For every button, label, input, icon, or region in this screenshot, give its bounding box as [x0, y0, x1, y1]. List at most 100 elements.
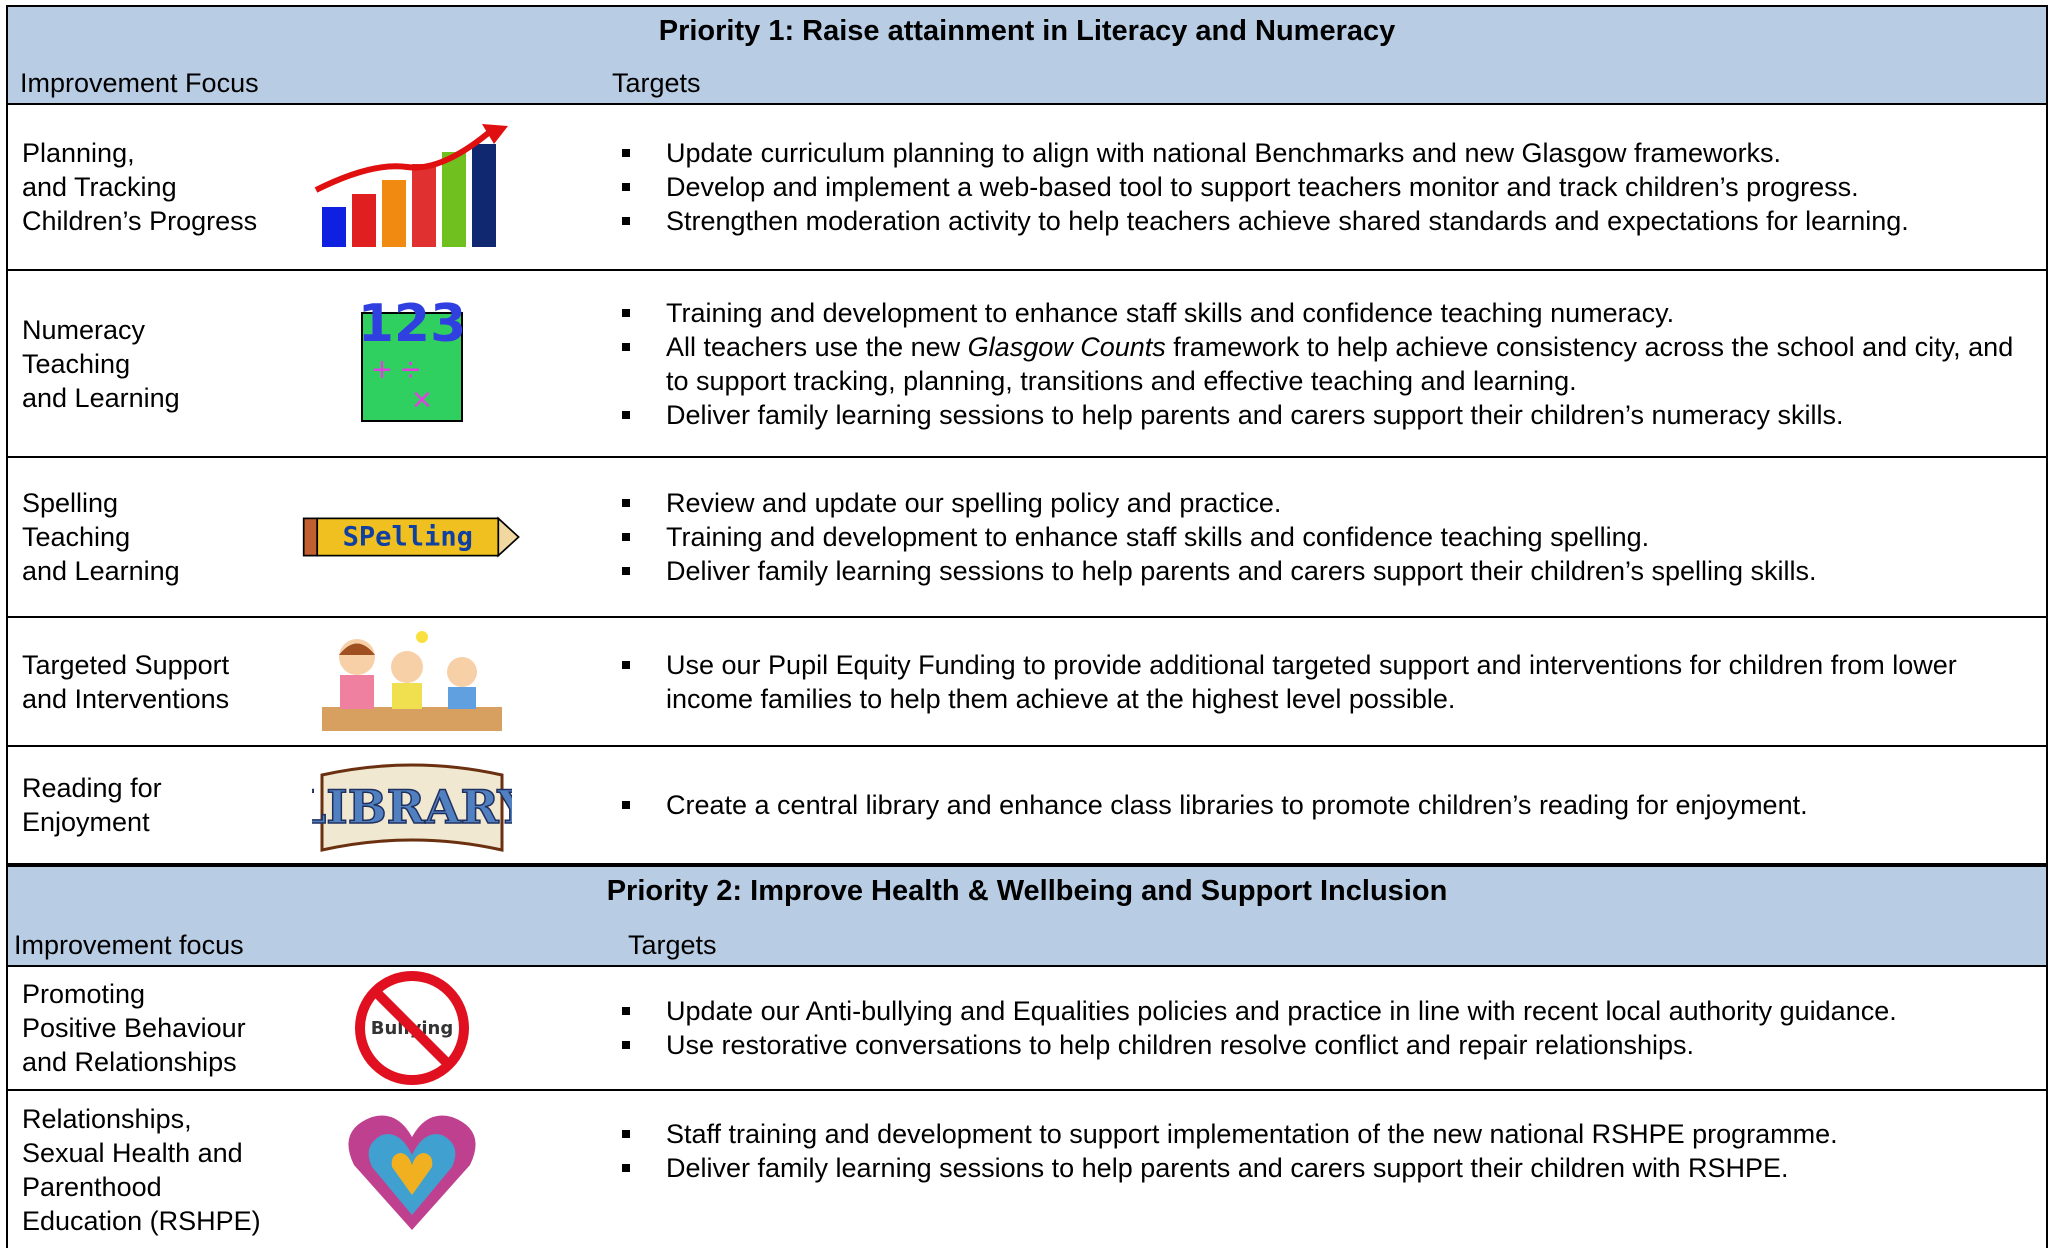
focus-line: Planning, — [22, 138, 135, 168]
table-row: Relationships, Sexual Health and Parenthoo… — [6, 1091, 2048, 1248]
icon-shape — [382, 180, 406, 247]
icon: 123 + ÷ × — [302, 271, 522, 456]
focus-line: Promoting — [22, 979, 146, 1009]
target-item: Deliver family learning sessions to help… — [618, 1151, 2032, 1185]
target-item: Use our Pupil Equity Funding to provide … — [618, 648, 2032, 716]
icon: LIBRARY — [302, 747, 522, 863]
icon-shape — [322, 706, 502, 731]
target-text: Develop and implement a web-based tool t… — [666, 172, 1859, 202]
icon-shape — [416, 630, 428, 643]
target-item: Deliver family learning sessions to help… — [618, 554, 2032, 588]
icon — [302, 618, 522, 745]
focus-line: Relationships, — [22, 1103, 192, 1134]
icon-text: SPelling — [343, 521, 473, 552]
icon-text: 123 — [358, 301, 467, 354]
target-text: All teachers use the new — [666, 331, 968, 362]
target-text: framework to help achieve consistency ac… — [666, 331, 2014, 396]
icon-shape — [482, 124, 508, 144]
bullet — [622, 533, 630, 541]
bullet — [622, 1164, 630, 1172]
focus-line: Numeracy — [22, 314, 146, 345]
icon-shape — [442, 152, 466, 247]
focus-cell: Targeted Support and Interventions — [22, 618, 229, 745]
focus-line: and Learning — [22, 556, 180, 586]
focus-line: and Interventions — [22, 683, 230, 714]
icon-image: SPelling — [302, 516, 520, 558]
bullet — [622, 499, 630, 507]
target-text: Staff training and development to suppor… — [666, 1119, 1838, 1149]
target-item: Strengthen moderation activity to help t… — [618, 204, 2032, 238]
focus-line: and Learning — [22, 382, 180, 413]
focus-line: Sexual Health and — [22, 1137, 243, 1168]
focus-cell: Spelling Teaching and Learning — [22, 458, 180, 616]
icon-shape — [391, 650, 423, 683]
target-item: Training and development to enhance staf… — [618, 296, 2032, 330]
target-text: Update curriculum planning to align with… — [666, 138, 1782, 168]
targets-cell: Training and development to enhance staf… — [618, 271, 2032, 456]
icon-shape — [339, 643, 375, 655]
targets-cell: Use our Pupil Equity Funding to provide … — [618, 618, 2032, 745]
icon-shape — [448, 686, 476, 709]
focus-line: Reading for — [22, 773, 162, 803]
target-item: Create a central library and enhance cla… — [618, 788, 2032, 822]
bullet — [622, 410, 630, 419]
focus-header: Improvement focus — [14, 930, 244, 960]
icon-image: LIBRARY — [312, 763, 512, 852]
targets-cell: Staff training and development to suppor… — [618, 1091, 2032, 1248]
target-text: Update our Anti-bullying and Equalities … — [666, 996, 1897, 1026]
section-header: Priority 1: Raise attainment in Literacy… — [6, 5, 2048, 105]
icon-shape — [372, 988, 452, 1068]
bullet — [622, 567, 630, 575]
bullet — [622, 1007, 630, 1015]
icon-shape — [320, 763, 504, 852]
table-row: Targeted Support and Interventions Use our… — [6, 618, 2048, 747]
icon — [302, 1091, 522, 1248]
target-text: Glasgow Counts — [967, 331, 1166, 362]
target-item: Use restorative conversations to help ch… — [618, 1028, 2032, 1062]
target-item: Develop and implement a web-based tool t… — [618, 170, 2032, 204]
target-text: Training and development to enhance staf… — [666, 297, 1675, 328]
icon-image — [322, 630, 502, 731]
target-text: Training and development to enhance staf… — [666, 522, 1650, 552]
focus-line: Children’s Progress — [22, 206, 258, 236]
table-row: Numeracy Teaching and Learning 123 + ÷ × Train… — [6, 271, 2048, 458]
icon-image — [314, 124, 508, 247]
icon-shape — [352, 194, 376, 247]
bullet — [622, 1130, 630, 1138]
target-text: Deliver family learning sessions to help… — [666, 1153, 1789, 1183]
focus-line: Parenthood — [22, 1171, 162, 1202]
bullet — [622, 217, 630, 225]
target-text: Use restorative conversations to help ch… — [666, 1030, 1695, 1060]
bullet — [622, 660, 630, 669]
bullet — [622, 183, 630, 191]
target-text: Deliver family learning sessions to help… — [666, 556, 1817, 586]
icon-shape — [316, 517, 500, 557]
icon-shape — [314, 127, 494, 193]
table-row: Reading for Enjoyment LIBRARY Create a cent… — [6, 747, 2048, 865]
icon-shape — [391, 1152, 433, 1195]
bullet — [622, 1041, 630, 1049]
icon-text: LIBRARY — [312, 780, 512, 834]
icon-shape: + ÷ — [372, 351, 420, 389]
table-row: Promoting Positive Behaviour and Relations… — [6, 967, 2048, 1091]
focus-cell: Relationships, Sexual Health and Parenthoo… — [22, 1091, 261, 1248]
targets-cell: Update our Anti-bullying and Equalities … — [618, 967, 2032, 1089]
section-header: Priority 2: Improve Health & Wellbeing a… — [6, 865, 2048, 967]
target-text: Create a central library and enhance cla… — [666, 790, 1808, 820]
target-item: Update our Anti-bullying and Equalities … — [618, 994, 2032, 1028]
table-row: Spelling Teaching and Learning SPelling Revi… — [6, 458, 2048, 618]
targets-header: Targets — [628, 930, 717, 960]
target-text: Review and update our spelling policy an… — [666, 488, 1282, 518]
focus-line: and Tracking — [22, 172, 177, 202]
targets-cell: Create a central library and enhance cla… — [618, 747, 2032, 863]
target-text: Use our Pupil Equity Funding to provide … — [666, 649, 1957, 714]
focus-header: Improvement Focus — [20, 68, 259, 98]
icon-shape — [472, 144, 496, 247]
icon-shape: × — [412, 381, 432, 419]
icon-image: Bullying — [355, 971, 469, 1085]
target-item: Review and update our spelling policy an… — [618, 486, 2032, 520]
icon: SPelling — [302, 458, 522, 616]
focus-line: Education (RSHPE) — [22, 1205, 261, 1236]
target-item: All teachers use the new Glasgow Counts … — [618, 330, 2032, 398]
